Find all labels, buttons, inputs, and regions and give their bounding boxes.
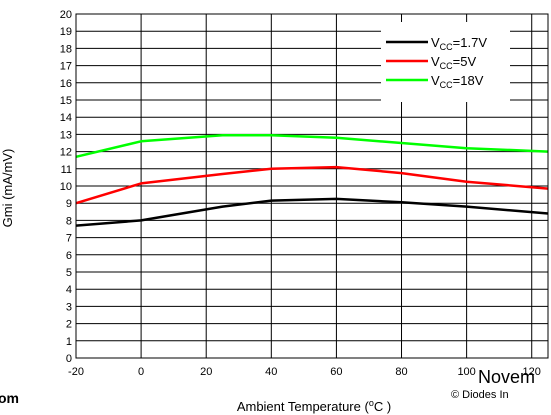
y-tick-label: 1: [66, 336, 72, 348]
x-tick-label: 60: [330, 366, 342, 378]
y-tick-label: 3: [66, 301, 72, 313]
x-tick-labels: -20 0 20 40 60 80 100 120: [68, 366, 541, 378]
x-axis-title-unit: C ): [374, 399, 391, 414]
footer-date-fragment: Novem: [478, 367, 536, 387]
y-tick-label: 10: [60, 181, 72, 193]
y-tick-label: 15: [60, 95, 72, 107]
y-tick-label: 16: [60, 78, 72, 90]
x-axis-title: Ambient Temperature (oC ): [237, 398, 391, 414]
y-tick-label: 20: [60, 9, 72, 21]
y-tick-label: 6: [66, 250, 72, 262]
legend-label-3: VCC=18V: [431, 73, 484, 90]
x-axis-title-text: Ambient Temperature (: [237, 399, 370, 414]
y-tick-label: 19: [60, 26, 72, 38]
footer-website-fragment: om: [0, 390, 19, 406]
footer-copyright-fragment: © Diodes In: [451, 389, 509, 401]
series-line-1: [75, 197, 549, 227]
y-tick-label: 0: [66, 353, 72, 365]
plot-frame: [75, 13, 549, 359]
x-axis-title-degree: o: [369, 398, 374, 408]
y-tick-label: 7: [66, 233, 72, 245]
series-group: [75, 134, 549, 227]
y-tick-label: 18: [60, 43, 72, 55]
y-tick-label: 8: [66, 215, 72, 227]
legend: VCC=1.7V VCC=5V VCC=18V: [381, 22, 510, 102]
x-tick-label: 80: [395, 366, 407, 378]
legend-label-2: VCC=5V: [431, 54, 476, 71]
y-tick-label: 13: [60, 129, 72, 141]
y-tick-label: 9: [66, 198, 72, 210]
y-tick-label: 11: [61, 164, 72, 176]
y-tick-label: 2: [66, 319, 72, 331]
y-tick-label: 14: [60, 112, 72, 124]
x-tick-label: -20: [68, 366, 84, 378]
y-tick-label: 4: [66, 284, 72, 296]
x-tick-label: 20: [200, 366, 212, 378]
y-tick-label: 5: [66, 267, 72, 279]
x-tick-label: 40: [265, 366, 277, 378]
legend-label-1: VCC=1.7V: [431, 35, 487, 52]
series-line-3: [75, 134, 549, 159]
series-line-2: [75, 165, 549, 205]
x-tick-label: 120: [523, 366, 541, 378]
y-axis-title: Gmi (mA/mV): [0, 149, 15, 228]
grid: [76, 14, 548, 358]
y-tick-label: 17: [60, 61, 72, 73]
x-tick-label: 100: [457, 366, 475, 378]
y-tick-label: 12: [60, 147, 72, 159]
x-tick-label: 0: [138, 366, 144, 378]
